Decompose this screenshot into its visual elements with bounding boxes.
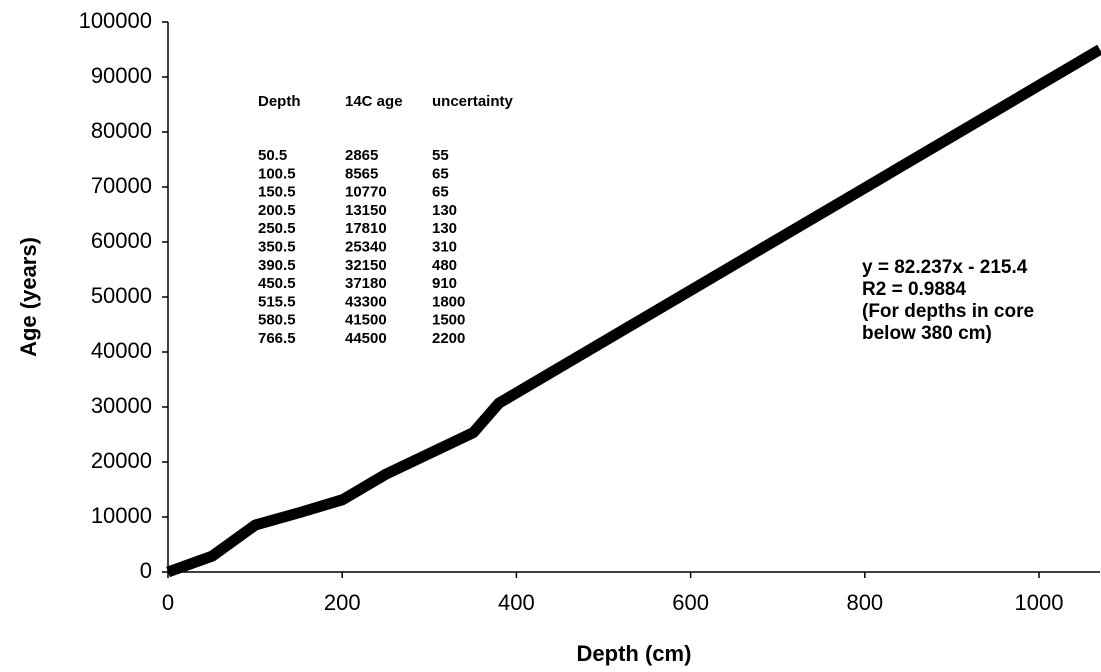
- annotation: R2 = 0.9884: [862, 279, 966, 300]
- annotation: y = 82.237x - 215.4: [862, 257, 1028, 278]
- table-header: 14C age: [345, 93, 403, 110]
- table-cell: 910: [432, 275, 457, 292]
- table-cell: 100.5: [258, 165, 296, 182]
- y-tick-label: 10000: [91, 503, 152, 528]
- table-cell: 200.5: [258, 202, 296, 219]
- table-cell: 37180: [345, 275, 387, 292]
- y-tick-label: 90000: [91, 63, 152, 88]
- table-cell: 350.5: [258, 238, 296, 255]
- x-axis-title: Depth (cm): [577, 641, 692, 666]
- table-cell: 32150: [345, 257, 387, 274]
- table-cell: 480: [432, 257, 457, 274]
- table-cell: 43300: [345, 293, 387, 310]
- table-header: Depth: [258, 93, 301, 110]
- table-cell: 8565: [345, 165, 378, 182]
- y-tick-label: 50000: [91, 283, 152, 308]
- y-tick-label: 20000: [91, 448, 152, 473]
- y-tick-label: 80000: [91, 118, 152, 143]
- table-cell: 310: [432, 238, 457, 255]
- table-cell: 130: [432, 220, 457, 237]
- table-cell: 250.5: [258, 220, 296, 237]
- annotation: (For depths in core: [862, 301, 1034, 322]
- x-tick-label: 400: [498, 590, 535, 615]
- data-line: [166, 44, 1101, 578]
- table-cell: 580.5: [258, 312, 296, 329]
- table-cell: 1500: [432, 312, 465, 329]
- y-axis-title: Age (years): [16, 237, 41, 357]
- x-tick-label: 200: [324, 590, 361, 615]
- table-cell: 41500: [345, 312, 387, 329]
- table-cell: 130: [432, 202, 457, 219]
- table-cell: 390.5: [258, 257, 296, 274]
- table-cell: 450.5: [258, 275, 296, 292]
- table-cell: 50.5: [258, 147, 287, 164]
- table-cell: 25340: [345, 238, 387, 255]
- table-cell: 65: [432, 184, 449, 201]
- annotation: below 380 cm): [862, 323, 992, 344]
- y-tick-label: 70000: [91, 173, 152, 198]
- y-tick-label: 60000: [91, 228, 152, 253]
- x-tick-label: 600: [672, 590, 709, 615]
- table-cell: 515.5: [258, 293, 296, 310]
- table-cell: 10770: [345, 184, 387, 201]
- table-cell: 2865: [345, 147, 378, 164]
- y-tick-label: 30000: [91, 393, 152, 418]
- x-tick-label: 0: [162, 590, 174, 615]
- y-tick-label: 100000: [79, 8, 152, 33]
- table-cell: 150.5: [258, 184, 296, 201]
- table-header: uncertainty: [432, 93, 514, 110]
- table-cell: 55: [432, 147, 449, 164]
- table-cell: 17810: [345, 220, 387, 237]
- table-cell: 1800: [432, 293, 465, 310]
- table-cell: 766.5: [258, 330, 296, 347]
- y-tick-label: 0: [140, 558, 152, 583]
- table-cell: 13150: [345, 202, 387, 219]
- table-cell: 44500: [345, 330, 387, 347]
- x-tick-label: 800: [846, 590, 883, 615]
- table-cell: 2200: [432, 330, 465, 347]
- x-tick-label: 1000: [1015, 590, 1064, 615]
- table-cell: 65: [432, 165, 449, 182]
- y-tick-label: 40000: [91, 338, 152, 363]
